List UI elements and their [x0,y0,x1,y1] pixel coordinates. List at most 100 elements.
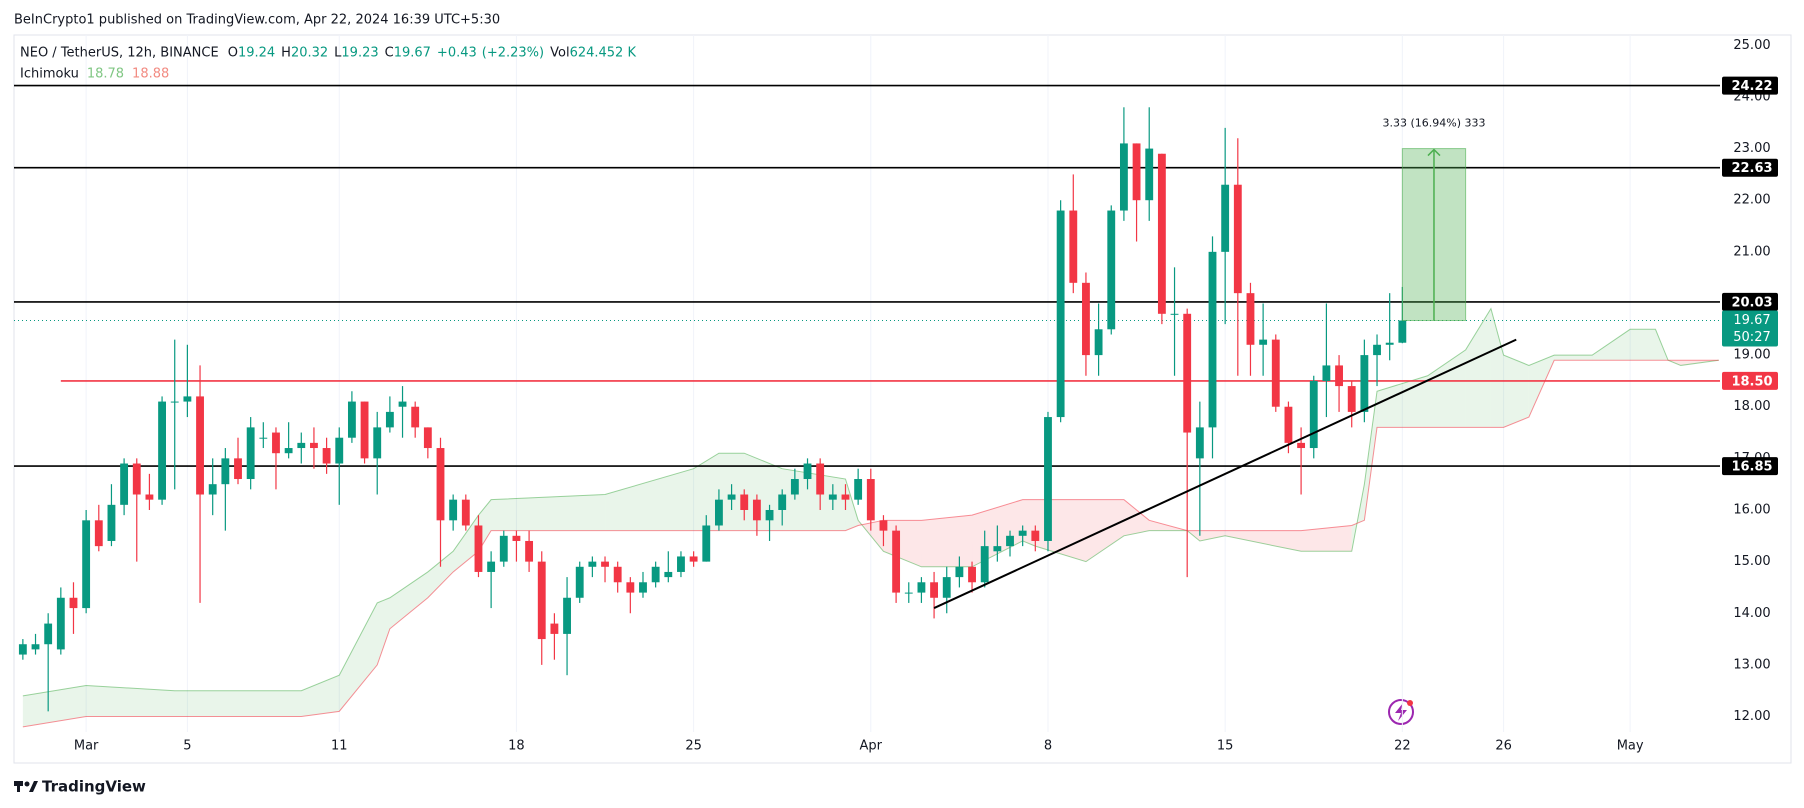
cloud-fill [1225,530,1302,552]
cloud-fill [1085,499,1124,562]
candle-body [461,499,470,526]
candle-body [816,463,825,495]
candle-body [879,520,888,531]
candle-body [550,623,559,634]
level-label: 22.63 [1731,161,1772,176]
candle-body [955,566,964,578]
candle-body [803,463,812,480]
candle-body [411,406,420,428]
cloud-fill [491,494,606,531]
candle-body [1119,143,1128,211]
candle-body [246,427,255,480]
candle-body [752,499,761,521]
candle-body [272,432,280,454]
candle-body [82,520,91,609]
candle-body [107,504,116,541]
candle-body [854,479,863,500]
candle-body [1373,344,1381,356]
candles-layer [18,107,1407,712]
candle-body [1183,313,1192,433]
candle-body [1107,210,1116,330]
x-tick-label: 26 [1495,739,1512,754]
candle-body [1259,339,1268,345]
cloud-fill [453,515,479,572]
candle-body [183,396,192,402]
candle-body [942,577,951,598]
cloud-fill [427,551,454,598]
candle-body [930,582,938,598]
candle-body [1385,342,1394,345]
candle-body [1208,251,1217,428]
candle-body [1145,148,1154,201]
candle-body [94,520,103,547]
candle-body [1031,530,1040,541]
candle-body [284,448,293,454]
candle-body [69,597,78,609]
measure-label: 3.33 (16.94%) 333 [1382,117,1485,130]
x-tick-label: 15 [1217,739,1234,754]
candle-body [715,499,723,526]
y-tick-label: 21.00 [1733,244,1770,259]
x-tick-label: 11 [331,739,348,754]
countdown-label: 50:27 [1733,330,1770,345]
candle-body [626,582,635,593]
cloud-fill [301,675,340,717]
level-label-box [1722,292,1778,311]
candle-body [828,494,837,500]
cloud-fill [339,602,378,712]
header-text: 19.23 [341,46,378,61]
cloud-fill [1465,308,1491,428]
levels-layer [14,84,1720,467]
logo-icon [14,781,38,792]
y-tick-label: 23.00 [1733,141,1770,156]
candle-body [18,644,27,655]
candle-body [31,644,40,650]
logo-text: TradingView [42,778,146,796]
header-text: C [385,46,394,61]
candle-body [892,530,901,593]
y-tick-label: 22.00 [1733,193,1770,208]
candle-body [765,509,774,521]
level-label: 24.22 [1731,79,1772,94]
cloud-line [22,359,1719,728]
candle-body [790,479,799,495]
header-layer: NEO / TetherUS, 12h, BINANCE O 19.24 H 20.32… [20,46,636,82]
cloud-fill [693,453,719,531]
cloud-fill [1490,308,1504,428]
header-text: 624.452 K [570,46,637,61]
cloud-fill [1503,355,1529,428]
candle-body [1360,355,1369,412]
candle-body [120,463,129,505]
cloud-fill [1301,525,1352,552]
cloud-fill [1123,499,1150,536]
y-tick-label: 15.00 [1733,554,1770,569]
cloud-fill [86,685,175,717]
candle-body [1195,427,1204,459]
x-tick-label: Apr [860,739,883,754]
candle-body [322,448,331,464]
candle-body [866,479,875,521]
cloud-fill [1377,375,1428,428]
level-label: 20.03 [1731,295,1772,310]
candle-body [1246,293,1255,345]
level-label: 18.50 [1731,374,1772,389]
candle-body [335,437,344,464]
candle-body [1297,442,1306,449]
candle-body [234,458,242,480]
candle-body [398,401,407,407]
level-label-box [1722,158,1778,177]
candle-body [347,401,356,438]
candle-body [575,566,584,598]
candle-body [702,525,711,562]
cloud-fill [389,571,428,629]
y-tick-label: 16.00 [1733,502,1770,517]
trendline [933,338,1517,609]
cloud-fill [921,515,973,567]
level-label-box [1722,371,1778,390]
x-tick-label: 22 [1394,739,1411,754]
candle-body [980,546,989,583]
measure-arrowhead [1427,148,1441,157]
candle-body [158,401,166,500]
candle-body [639,582,647,593]
